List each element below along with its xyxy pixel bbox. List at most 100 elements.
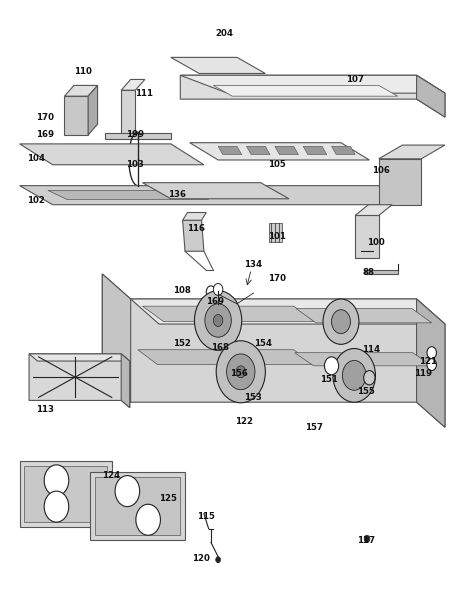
Polygon shape <box>275 147 299 155</box>
Text: 169: 169 <box>36 130 54 139</box>
Text: 125: 125 <box>159 495 177 504</box>
Polygon shape <box>180 75 445 93</box>
Polygon shape <box>269 222 283 242</box>
Text: 151: 151 <box>319 375 337 384</box>
Polygon shape <box>131 299 445 324</box>
Polygon shape <box>88 86 98 135</box>
Text: 121: 121 <box>419 357 437 366</box>
Text: 88: 88 <box>362 268 374 277</box>
Text: 134: 134 <box>244 260 262 269</box>
Polygon shape <box>379 145 445 159</box>
Polygon shape <box>246 147 270 155</box>
Polygon shape <box>95 477 180 535</box>
Text: 168: 168 <box>211 343 229 352</box>
Polygon shape <box>295 353 432 366</box>
Polygon shape <box>19 461 112 527</box>
Polygon shape <box>105 133 171 139</box>
Circle shape <box>333 349 375 402</box>
Polygon shape <box>19 185 412 205</box>
Circle shape <box>331 310 350 334</box>
Polygon shape <box>91 472 185 540</box>
Text: 101: 101 <box>268 232 286 241</box>
Circle shape <box>216 341 265 403</box>
Text: 115: 115 <box>197 512 215 521</box>
Text: 107: 107 <box>346 75 364 84</box>
Polygon shape <box>19 144 204 165</box>
Polygon shape <box>213 86 398 96</box>
Polygon shape <box>171 57 265 74</box>
Polygon shape <box>303 147 327 155</box>
Text: 119: 119 <box>414 369 432 378</box>
Text: 204: 204 <box>216 29 234 38</box>
Circle shape <box>44 491 69 522</box>
Circle shape <box>364 371 375 385</box>
Polygon shape <box>182 220 204 251</box>
Circle shape <box>427 359 437 371</box>
Polygon shape <box>331 147 355 155</box>
Text: 122: 122 <box>235 417 253 426</box>
Text: 108: 108 <box>173 286 191 295</box>
Text: 136: 136 <box>168 190 186 199</box>
Text: 111: 111 <box>136 89 154 97</box>
Text: 155: 155 <box>357 387 375 396</box>
Polygon shape <box>121 80 145 90</box>
Text: 153: 153 <box>244 393 262 402</box>
Circle shape <box>427 347 437 359</box>
Polygon shape <box>29 354 130 361</box>
Circle shape <box>364 535 370 542</box>
Circle shape <box>136 504 160 535</box>
Polygon shape <box>64 86 98 96</box>
Text: 157: 157 <box>306 423 324 432</box>
Polygon shape <box>64 96 88 135</box>
Polygon shape <box>417 75 445 117</box>
Text: 114: 114 <box>362 345 380 354</box>
Polygon shape <box>365 270 398 274</box>
Circle shape <box>44 465 69 496</box>
Circle shape <box>236 366 246 378</box>
Polygon shape <box>143 306 315 322</box>
Text: 106: 106 <box>372 166 390 175</box>
Polygon shape <box>121 354 130 408</box>
Circle shape <box>206 286 216 298</box>
Text: 104: 104 <box>27 154 45 163</box>
Circle shape <box>323 299 359 344</box>
Text: 105: 105 <box>268 160 285 169</box>
Text: 100: 100 <box>367 238 385 247</box>
Polygon shape <box>355 205 392 215</box>
Text: 170: 170 <box>36 112 54 121</box>
Text: 113: 113 <box>36 405 54 414</box>
Polygon shape <box>379 159 421 205</box>
Polygon shape <box>180 75 445 117</box>
Text: 199: 199 <box>126 130 144 139</box>
Text: 103: 103 <box>126 160 144 169</box>
Text: 102: 102 <box>27 196 45 205</box>
Text: 170: 170 <box>268 274 286 283</box>
Circle shape <box>227 354 255 390</box>
Polygon shape <box>102 274 131 402</box>
Polygon shape <box>29 354 130 408</box>
Polygon shape <box>143 182 289 199</box>
Polygon shape <box>417 299 445 428</box>
Circle shape <box>213 283 223 295</box>
Polygon shape <box>121 90 136 133</box>
Text: 152: 152 <box>173 339 191 348</box>
Text: 117: 117 <box>357 536 375 545</box>
Polygon shape <box>218 147 242 155</box>
Circle shape <box>342 361 366 390</box>
Text: 154: 154 <box>254 339 272 348</box>
Polygon shape <box>48 190 209 199</box>
Polygon shape <box>182 212 206 220</box>
Circle shape <box>205 304 231 337</box>
Text: 120: 120 <box>192 554 210 563</box>
Polygon shape <box>138 350 314 365</box>
Circle shape <box>216 557 220 563</box>
Text: 156: 156 <box>230 369 248 378</box>
Polygon shape <box>102 274 445 428</box>
Text: 124: 124 <box>102 471 120 480</box>
Polygon shape <box>355 215 379 258</box>
Polygon shape <box>190 143 369 160</box>
Polygon shape <box>296 309 432 323</box>
Circle shape <box>213 315 223 327</box>
Circle shape <box>324 357 338 375</box>
Circle shape <box>115 475 140 507</box>
